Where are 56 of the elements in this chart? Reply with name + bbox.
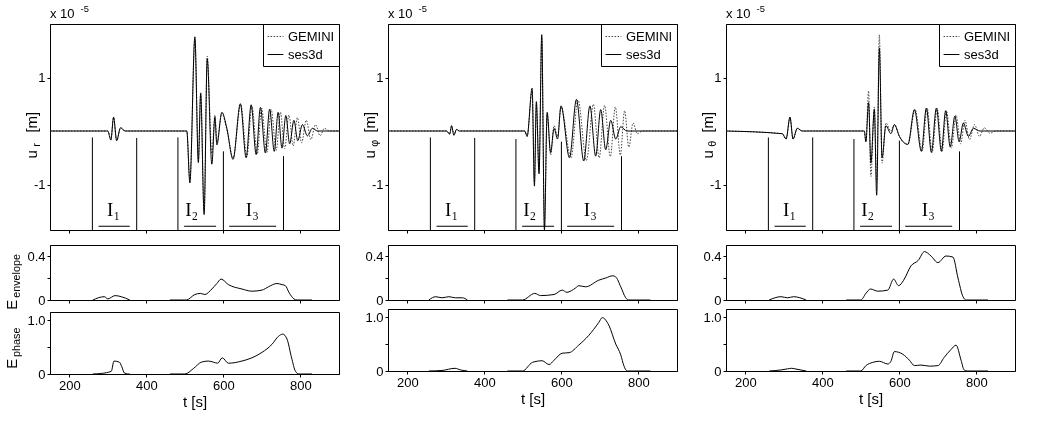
y-tick-label: 0 (38, 292, 46, 308)
x-tick-label: 600 (889, 374, 911, 390)
y-tick-label: 0 (714, 292, 722, 308)
annotation: I₃ (921, 199, 935, 220)
annotation: I₁ (107, 199, 121, 220)
y-tick-label: 1.0 (27, 312, 46, 328)
legend-label: ses3d (288, 46, 323, 62)
y-tick-label: -1 (709, 177, 722, 193)
y-tick-label: 1 (714, 70, 722, 86)
y-tick-label: 0 (38, 366, 46, 382)
x-tick-label: 600 (551, 374, 573, 390)
x-tick-label: 400 (473, 374, 496, 390)
x-tick-label: 200 (58, 377, 81, 393)
text: x 10-5 (388, 4, 427, 21)
x-tick-label: 800 (966, 374, 988, 390)
annotation: I₂ (861, 199, 875, 220)
y-tick-label: -1 (371, 177, 384, 193)
annotation: I₁ (445, 199, 459, 220)
y-axis-title: uφ [m] (361, 111, 380, 159)
legend-label: GEMINI (288, 28, 335, 44)
x-tick-label: 800 (290, 377, 312, 393)
y-axis-title: ur [m] (23, 111, 42, 159)
y-tick-label: 0 (376, 292, 384, 308)
x-tick-label: 600 (213, 377, 235, 393)
x-tick-label: 400 (135, 377, 158, 393)
y-tick-label: 0 (376, 363, 384, 379)
text: x 10-5 (726, 4, 765, 21)
annotation: I₃ (245, 199, 259, 220)
y-tick-label: 1.0 (365, 309, 384, 325)
text: x 10-5 (50, 4, 89, 21)
annotation: I₁ (783, 199, 797, 220)
x-tick-label: 200 (396, 374, 419, 390)
y-tick-label: 0 (714, 363, 722, 379)
legend-label: GEMINI (964, 28, 1011, 44)
x-axis-title: t [s] (858, 389, 884, 407)
y-tick-label: 0.4 (365, 248, 384, 264)
x-axis-title: t [s] (182, 392, 208, 410)
y-tick-label: 0.4 (27, 248, 46, 264)
y-tick-label: 1.0 (703, 309, 722, 325)
annotation: I₃ (583, 199, 597, 220)
legend-label: GEMINI (626, 28, 673, 44)
y-axis-title: Ephase (3, 327, 22, 369)
y-tick-label: 1 (38, 70, 46, 86)
x-tick-label: 200 (734, 374, 757, 390)
y-tick-label: -1 (33, 177, 46, 193)
y-axis-title: Eenvelope (3, 253, 22, 310)
annotation: I₂ (523, 199, 537, 220)
y-tick-label: 1 (376, 70, 384, 86)
y-axis-title: uθ [m] (699, 111, 718, 159)
y-tick-label: 0.4 (703, 248, 722, 264)
x-axis-title: t [s] (520, 389, 546, 407)
legend-label: ses3d (626, 46, 661, 62)
annotation: I₂ (185, 199, 199, 220)
legend-label: ses3d (964, 46, 999, 62)
x-tick-label: 400 (811, 374, 834, 390)
x-tick-label: 800 (628, 374, 650, 390)
